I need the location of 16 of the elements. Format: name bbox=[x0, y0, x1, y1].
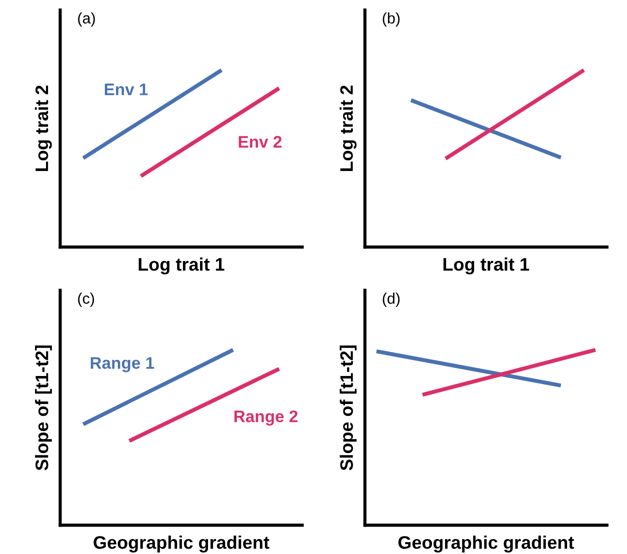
y-axis-title: Slope of [t1-t2] bbox=[35, 346, 52, 470]
y-axis-title: Log trait 2 bbox=[34, 86, 52, 171]
x-axis-title: Geographic gradient bbox=[398, 536, 574, 553]
y-axis-title: Slope of [t1-t2] bbox=[340, 346, 357, 470]
series-label: Env 2 bbox=[238, 136, 282, 148]
series-label: Env 1 bbox=[104, 84, 148, 96]
x-axis-title: Geographic gradient bbox=[94, 536, 270, 553]
series-label: Range 2 bbox=[234, 410, 298, 426]
text: (c) bbox=[78, 292, 94, 307]
x-axis-title: Log trait 1 bbox=[444, 258, 530, 274]
text: (d) bbox=[382, 292, 400, 307]
text: (b) bbox=[382, 12, 400, 27]
x-axis-title: Log trait 1 bbox=[138, 258, 224, 274]
text: (a) bbox=[78, 12, 95, 27]
series-label: Range 1 bbox=[90, 357, 154, 372]
y-axis-title: Log trait 2 bbox=[340, 86, 357, 171]
